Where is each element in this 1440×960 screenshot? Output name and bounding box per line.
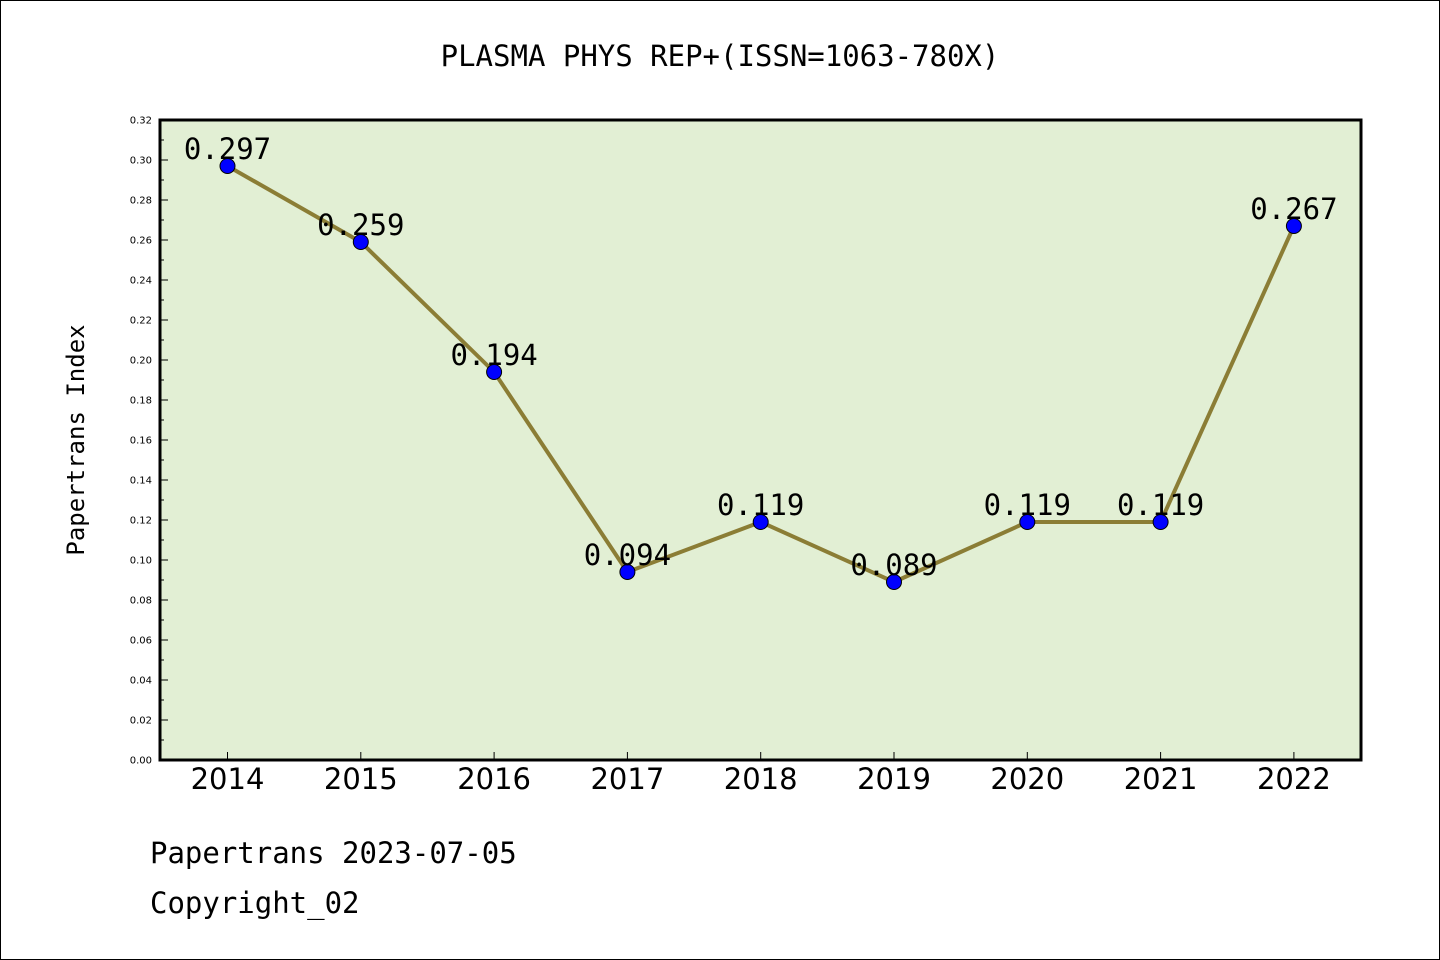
y-tick-label: 0.14 <box>130 476 152 487</box>
y-tick-label: 0.30 <box>130 156 152 167</box>
x-tick-label: 2022 <box>1257 762 1331 796</box>
y-tick-label: 0.12 <box>130 516 152 527</box>
y-tick-label: 0.04 <box>130 676 152 687</box>
y-tick-label: 0.00 <box>130 756 152 767</box>
x-tick-label: 2019 <box>857 762 931 796</box>
x-axis: 2014 2015 2016 2017 2018 2019 2020 2021 2022 <box>191 752 1331 796</box>
x-tick-label: 2018 <box>724 762 798 796</box>
y-axis-label: Papertrans Index <box>62 324 90 555</box>
y-tick-label: 0.26 <box>130 236 152 247</box>
y-tick-label: 0.10 <box>130 556 152 567</box>
data-label: 0.119 <box>984 488 1071 522</box>
y-tick-label: 0.20 <box>130 356 152 367</box>
footer-copyright: Copyright_02 <box>150 886 360 920</box>
data-label: 0.267 <box>1250 192 1337 226</box>
y-tick-label: 0.02 <box>130 716 152 727</box>
y-axis: 0.00 0.02 0.04 0.06 0.08 0.10 0.12 0.14 0.16 0.18… <box>130 116 168 767</box>
y-tick-label: 0.32 <box>130 116 152 127</box>
series-markers <box>219 158 1302 590</box>
data-label: 0.119 <box>717 488 804 522</box>
plot-area <box>158 118 1363 762</box>
y-tick-label: 0.24 <box>130 276 152 287</box>
data-label: 0.259 <box>317 208 404 242</box>
data-point <box>886 574 902 590</box>
y-tick-label: 0.22 <box>130 316 152 327</box>
data-point <box>219 158 236 174</box>
y-tick-label: 0.28 <box>130 196 152 207</box>
y-tick-label: 0.08 <box>130 596 152 607</box>
x-tick-label: 2015 <box>324 762 398 796</box>
x-tick-label: 2014 <box>191 762 265 796</box>
data-label: 0.094 <box>584 538 671 572</box>
x-tick-label: 2016 <box>457 762 531 796</box>
data-point <box>1152 514 1169 530</box>
y-tick-label: 0.16 <box>130 436 152 447</box>
x-tick-label: 2017 <box>590 762 664 796</box>
data-label: 0.089 <box>850 548 937 582</box>
y-tick-label: 0.06 <box>130 636 152 647</box>
data-label: 0.194 <box>450 338 537 372</box>
x-tick-label: 2021 <box>1124 762 1198 796</box>
footer-source: Papertrans 2023-07-05 <box>150 836 517 870</box>
data-point <box>1285 218 1302 234</box>
data-label: 0.297 <box>184 132 271 166</box>
data-point <box>619 564 636 580</box>
data-point <box>486 364 503 380</box>
data-label: 0.119 <box>1117 488 1204 522</box>
x-tick-label: 2020 <box>990 762 1064 796</box>
y-tick-label: 0.18 <box>130 396 152 407</box>
data-labels: 0.297 0.259 0.194 0.094 0.119 0.089 0.119 0.119… <box>184 132 1338 582</box>
data-point <box>752 514 769 530</box>
data-point <box>1019 514 1036 530</box>
chart-title: PLASMA PHYS REP+(ISSN=1063-780X) <box>441 39 1000 73</box>
data-point <box>352 234 369 250</box>
